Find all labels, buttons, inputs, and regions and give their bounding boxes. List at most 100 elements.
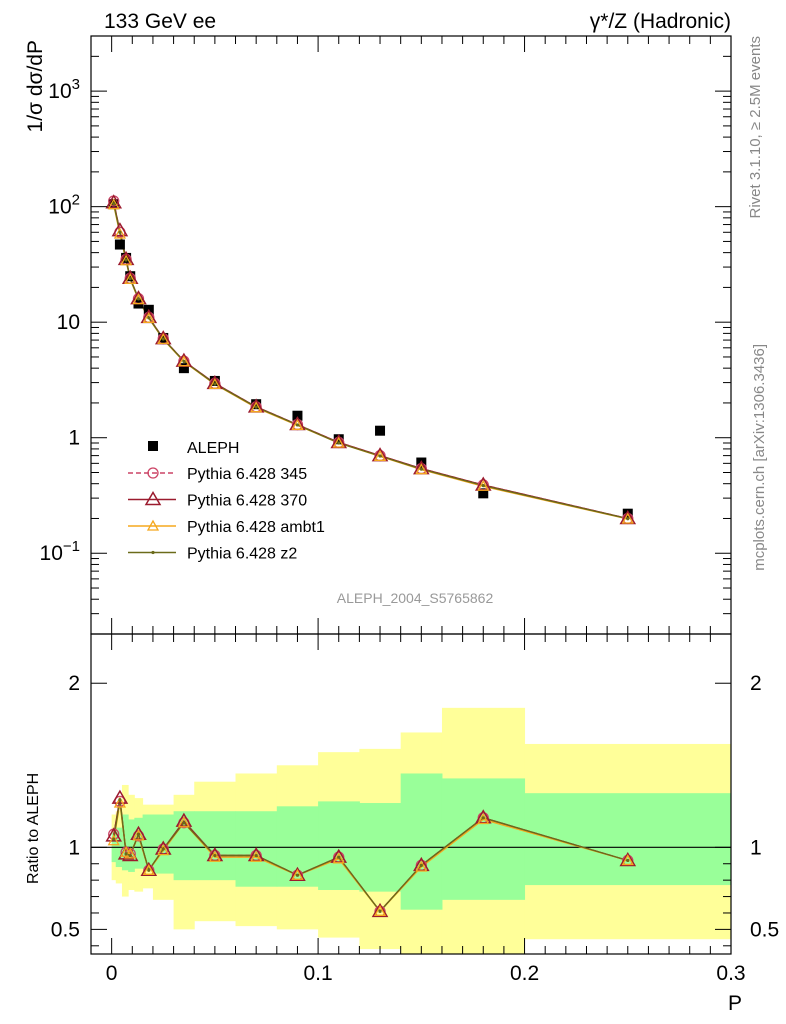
main-series xyxy=(105,194,637,525)
x-tick-label: 0.3 xyxy=(716,962,745,985)
mcplots-label: mcplots.cern.ch [arXiv:1306.3436] xyxy=(751,344,768,571)
ratio-point-ambt1 xyxy=(477,813,490,825)
mc-point-ambt1 xyxy=(113,227,127,239)
data-point xyxy=(114,239,125,250)
legend-marker-ambt1 xyxy=(146,519,160,531)
band-inner xyxy=(134,817,144,869)
y-tick-label: 1 xyxy=(68,427,80,450)
x-tick-label: 0.1 xyxy=(303,962,332,985)
ratio-axes: 0.5 0.5 1 1 2 2 0 0.1 0.2 0.3 xyxy=(51,633,779,985)
ratio-point-z2 xyxy=(626,858,630,863)
header-left: 133 GeV ee xyxy=(104,10,216,33)
header-right: γ*/Z (Hadronic) xyxy=(590,10,731,33)
data-point xyxy=(251,399,262,410)
y-tick-label: 10−1 xyxy=(40,538,80,565)
ratio-point-p370 xyxy=(111,789,129,804)
ratio-point-p370 xyxy=(140,861,158,877)
legend-label-p345: Pythia 6.428 345 xyxy=(187,466,307,483)
ratio-point-ambt1 xyxy=(142,863,155,875)
x-axis-label: P xyxy=(728,992,742,1015)
mc-point-z2 xyxy=(182,359,186,363)
data-point xyxy=(292,410,303,421)
legend-label-aleph: ALEPH xyxy=(187,440,239,457)
main-background xyxy=(91,36,731,634)
ratio-point-ambt1 xyxy=(177,816,191,828)
watermark: ALEPH_2004_S5765862 xyxy=(337,590,494,606)
legend-marker-p345 xyxy=(147,467,159,479)
x-tick-label: 0 xyxy=(106,962,118,985)
legend: ALEPH Pythia 6.428 345 Pythia 6.428 370 Pyt… xyxy=(128,440,325,563)
mc-point-z2 xyxy=(124,258,128,262)
mc-point-ambt1 xyxy=(107,198,120,210)
data-point xyxy=(375,425,386,436)
band-inner xyxy=(128,819,135,872)
data-point xyxy=(125,271,136,282)
ratio-series xyxy=(91,789,731,918)
mc-point-ambt1 xyxy=(621,512,634,524)
main-plot-area xyxy=(91,36,731,634)
ratio-line-z2 xyxy=(113,799,628,913)
ratio-point-z2 xyxy=(337,855,341,859)
ratio-point-z2 xyxy=(378,909,382,913)
legend-marker-p370 xyxy=(144,491,162,506)
mc-point-ambt1 xyxy=(291,418,304,430)
ratio-point-z2 xyxy=(419,863,423,867)
mc-point-ambt1 xyxy=(373,449,387,461)
mc-point-ambt1 xyxy=(477,479,490,491)
mc-point-ambt1 xyxy=(124,272,137,284)
ratio-frame xyxy=(90,633,732,955)
mc-point-ambt1 xyxy=(142,311,155,323)
mc-point-ambt1 xyxy=(157,333,170,345)
ratio-point-z2 xyxy=(182,821,186,825)
ratio-point-z2 xyxy=(254,853,258,858)
mc-point-z2 xyxy=(626,517,630,521)
ratio-y-tick-label: 2 xyxy=(68,672,80,695)
ratio-y-tick-label-right: 1 xyxy=(750,836,762,859)
mc-point-ambt1 xyxy=(332,436,345,448)
ratio-point-z2 xyxy=(295,873,300,877)
mc-point-z2 xyxy=(295,423,300,427)
ratio-point-ambt1 xyxy=(208,850,221,862)
ratio-point-z2 xyxy=(161,847,165,851)
ratio-point-ambt1 xyxy=(415,860,428,872)
ratio-point-ambt1 xyxy=(373,904,387,916)
mc-point-z2 xyxy=(254,405,258,409)
mc-point-ambt1 xyxy=(177,355,191,367)
ratio-uncertainty-bands xyxy=(111,707,731,954)
ratio-y-tick-label-right: 0.5 xyxy=(750,918,779,941)
mc-point-p370 xyxy=(105,194,123,209)
legend-label-z2: Pythia 6.428 z2 xyxy=(187,546,297,563)
ratio-y-tick-label: 1 xyxy=(68,836,80,859)
ratio-y-tick-label-right: 2 xyxy=(750,672,762,695)
band-inner xyxy=(194,811,237,881)
data-point xyxy=(209,375,220,386)
ratio-point-z2 xyxy=(128,853,132,858)
data-point xyxy=(121,252,132,263)
mc-point-ambt1 xyxy=(132,293,145,305)
mc-point-z2 xyxy=(112,202,116,206)
ratio-point-ambt1 xyxy=(113,796,127,808)
mc-point-z2 xyxy=(147,316,151,320)
ratio-point-p370 xyxy=(619,851,637,867)
mc-point-z2 xyxy=(128,277,132,281)
ratio-point-z2 xyxy=(481,816,485,820)
mc-point-ambt1 xyxy=(250,401,263,413)
y-tick-label: 102 xyxy=(48,192,80,219)
ratio-point-ambt1 xyxy=(291,868,304,880)
ratio-point-ambt1 xyxy=(157,844,170,856)
ratio-point-z2 xyxy=(147,868,151,872)
ratio-point-ambt1 xyxy=(621,854,634,866)
legend-label-p370: Pythia 6.428 370 xyxy=(187,493,307,510)
y-tick-label: 10 xyxy=(57,311,80,334)
ratio-point-ambt1 xyxy=(132,829,145,841)
data-point xyxy=(478,488,489,499)
ratio-point-p370 xyxy=(289,866,306,881)
mc-point-z2 xyxy=(118,230,122,234)
ratio-point-z2 xyxy=(213,853,217,858)
mc-point-z2 xyxy=(161,337,165,341)
legend-marker-z2 xyxy=(151,550,155,555)
mc-point-z2 xyxy=(213,382,217,386)
ratio-point-ambt1 xyxy=(107,834,120,846)
legend-label-ambt1: Pythia 6.428 ambt1 xyxy=(187,519,325,536)
x-tick-label: 0.2 xyxy=(510,962,539,985)
